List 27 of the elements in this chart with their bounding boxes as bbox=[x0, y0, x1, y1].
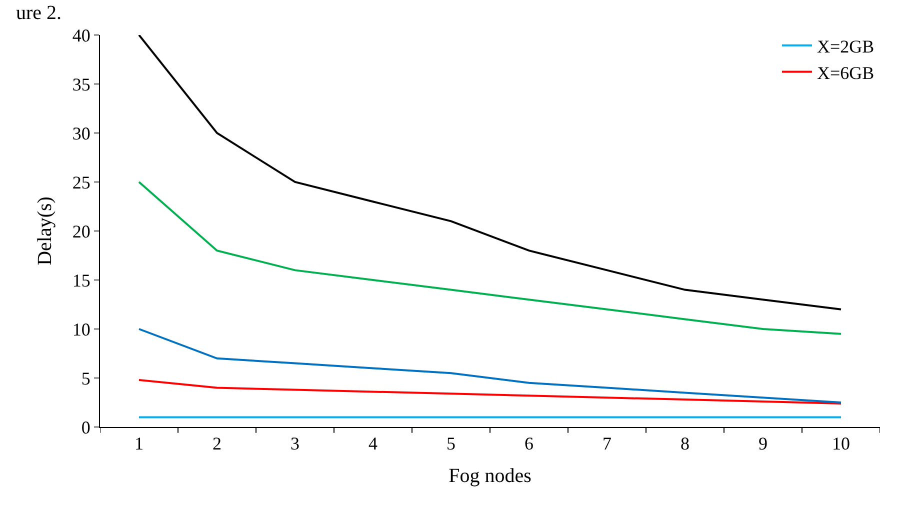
line-series bbox=[138, 181, 842, 335]
y-tick-label: 35 bbox=[72, 74, 90, 94]
x-tick-label: 8 bbox=[680, 434, 690, 454]
y-tick-label: 5 bbox=[81, 368, 90, 388]
x-axis-title: Fog nodes bbox=[448, 465, 532, 488]
x-tick-label: 6 bbox=[524, 434, 534, 454]
y-tick-label: 0 bbox=[81, 417, 90, 438]
y-tick-label: 10 bbox=[72, 319, 90, 340]
legend-label: X=6GB bbox=[817, 62, 874, 83]
line-series bbox=[138, 328, 842, 404]
y-tick-label: 15 bbox=[72, 270, 90, 290]
y-tick-label: 25 bbox=[72, 172, 90, 192]
text: ure 2. bbox=[16, 2, 62, 24]
x-tick-label: 7 bbox=[602, 434, 612, 454]
y-tick-label: 40 bbox=[72, 25, 90, 46]
x-tick-label: 5 bbox=[446, 434, 456, 454]
y-tick-label: 20 bbox=[72, 221, 90, 242]
y-axis-title: Delay(s) bbox=[34, 196, 56, 266]
line-series bbox=[138, 378, 842, 404]
x-tick-label: 3 bbox=[290, 434, 300, 454]
x-tick-label: 1 bbox=[134, 434, 144, 454]
x-tick-label: 4 bbox=[368, 434, 378, 454]
x-tick-label: 9 bbox=[758, 434, 768, 454]
y-tick-label: 30 bbox=[72, 123, 90, 144]
x-tick-label: 2 bbox=[212, 434, 222, 454]
legend-label: X=2GB bbox=[817, 36, 874, 56]
x-tick-label: 10 bbox=[832, 434, 850, 454]
